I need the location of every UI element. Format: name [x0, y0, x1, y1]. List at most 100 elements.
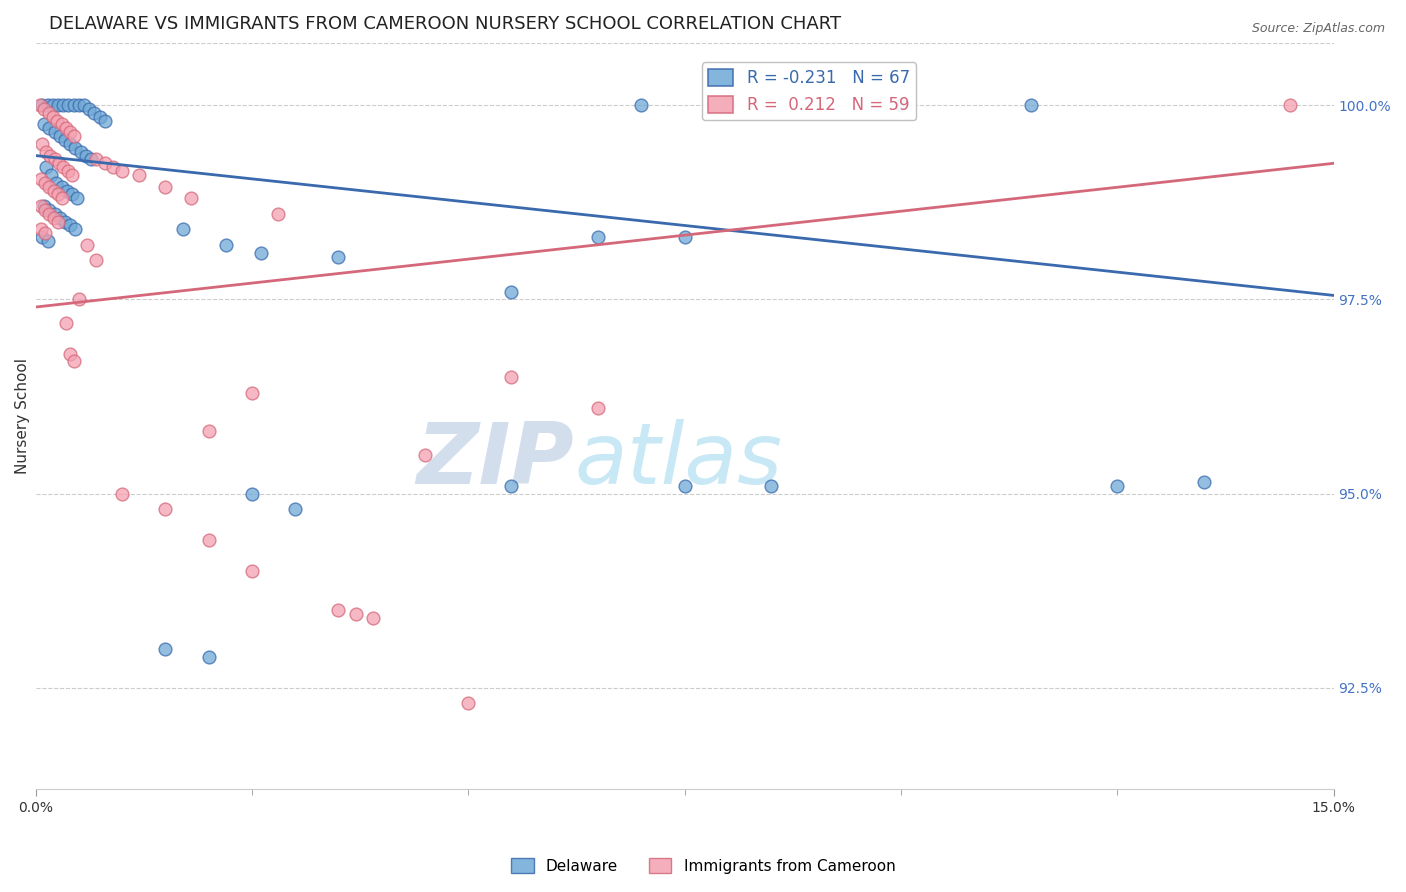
Point	[63, 354, 86, 368]
Point	[44, 207, 66, 221]
Point	[249, 245, 271, 260]
Point	[35, 145, 58, 159]
Point	[49, 129, 72, 144]
Point	[197, 649, 219, 664]
Point	[66, 191, 89, 205]
Point	[34, 202, 56, 217]
Point	[53, 133, 76, 147]
Point	[1279, 98, 1302, 112]
Point	[83, 105, 105, 120]
Point	[76, 238, 98, 252]
Point	[44, 125, 66, 139]
Point	[52, 98, 75, 112]
Point	[49, 211, 72, 225]
Point	[39, 148, 62, 162]
Point	[267, 207, 290, 221]
Point	[34, 176, 56, 190]
Point	[180, 191, 202, 205]
Point	[46, 187, 69, 202]
Point	[413, 448, 436, 462]
Point	[284, 502, 307, 516]
Point	[103, 160, 125, 174]
Point	[60, 168, 83, 182]
Point	[30, 199, 52, 213]
Point	[59, 136, 82, 151]
Point	[37, 234, 59, 248]
Point	[32, 102, 55, 116]
Point	[31, 136, 53, 151]
Point	[501, 285, 523, 299]
Point	[46, 98, 69, 112]
Point	[328, 603, 350, 617]
Point	[42, 98, 65, 112]
Point	[197, 533, 219, 548]
Point	[55, 184, 77, 198]
Point	[35, 160, 58, 174]
Point	[65, 141, 87, 155]
Point	[197, 425, 219, 439]
Point	[361, 611, 384, 625]
Point	[52, 160, 75, 174]
Point	[38, 121, 60, 136]
Point	[111, 164, 134, 178]
Point	[51, 191, 73, 205]
Point	[46, 214, 69, 228]
Point	[59, 346, 82, 360]
Point	[62, 98, 84, 112]
Point	[55, 121, 77, 136]
Point	[44, 153, 66, 167]
Point	[240, 385, 263, 400]
Point	[344, 607, 367, 621]
Point	[94, 156, 117, 170]
Point	[69, 145, 91, 159]
Point	[65, 222, 87, 236]
Point	[155, 641, 177, 656]
Point	[67, 293, 90, 307]
Point	[38, 202, 60, 217]
Legend: R = -0.231   N = 67, R =  0.212   N = 59: R = -0.231 N = 67, R = 0.212 N = 59	[702, 62, 917, 120]
Point	[84, 153, 107, 167]
Point	[37, 98, 59, 112]
Point	[94, 113, 117, 128]
Point	[111, 486, 134, 500]
Point	[172, 222, 194, 236]
Point	[155, 502, 177, 516]
Point	[51, 179, 73, 194]
Point	[32, 118, 55, 132]
Point	[31, 230, 53, 244]
Point	[673, 479, 696, 493]
Point	[215, 238, 238, 252]
Point	[73, 98, 96, 112]
Point	[28, 98, 51, 112]
Text: Source: ZipAtlas.com: Source: ZipAtlas.com	[1251, 22, 1385, 36]
Point	[38, 179, 60, 194]
Point	[30, 172, 52, 186]
Point	[1192, 475, 1215, 489]
Point	[586, 230, 609, 244]
Point	[59, 219, 82, 233]
Point	[586, 401, 609, 415]
Point	[759, 479, 782, 493]
Point	[67, 98, 90, 112]
Point	[58, 98, 80, 112]
Point	[240, 564, 263, 578]
Point	[34, 226, 56, 240]
Point	[38, 207, 60, 221]
Point	[42, 211, 65, 225]
Point	[84, 253, 107, 268]
Point	[89, 110, 111, 124]
Point	[51, 118, 73, 132]
Point	[501, 370, 523, 384]
Point	[55, 316, 77, 330]
Point	[48, 156, 70, 170]
Point	[890, 98, 912, 112]
Point	[46, 113, 69, 128]
Point	[42, 184, 65, 198]
Text: DELAWARE VS IMMIGRANTS FROM CAMEROON NURSERY SCHOOL CORRELATION CHART: DELAWARE VS IMMIGRANTS FROM CAMEROON NUR…	[49, 15, 841, 33]
Point	[60, 187, 83, 202]
Point	[53, 214, 76, 228]
Point	[457, 696, 479, 710]
Point	[1107, 479, 1129, 493]
Point	[45, 176, 67, 190]
Point	[717, 98, 740, 112]
